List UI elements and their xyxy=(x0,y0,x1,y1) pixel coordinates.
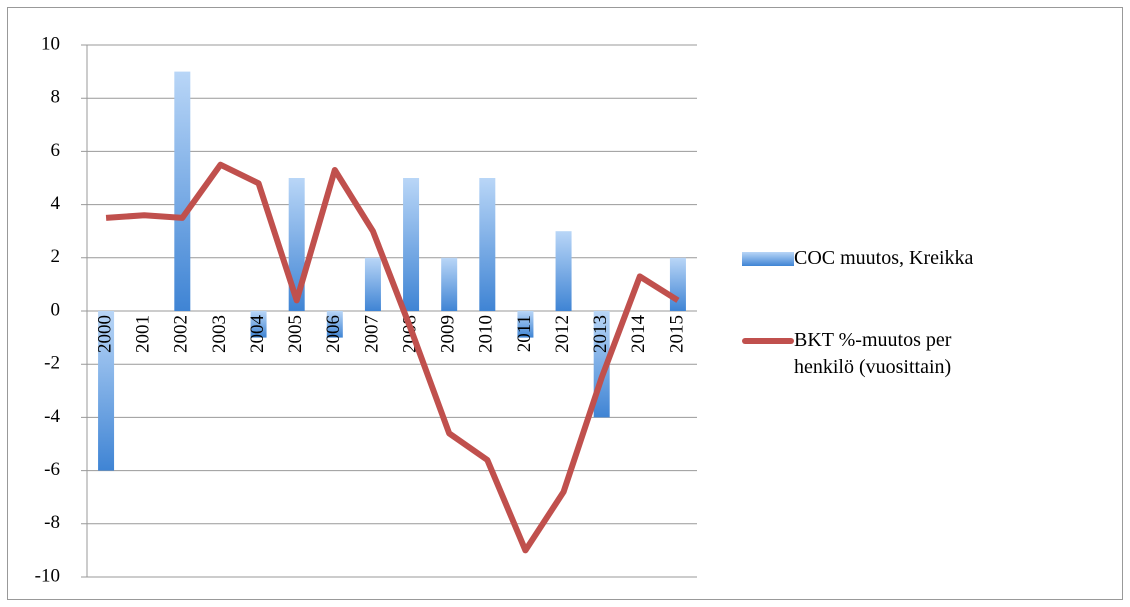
y-tick-label: -8 xyxy=(44,512,60,533)
bar xyxy=(98,311,115,471)
y-tick-label: 0 xyxy=(51,299,61,320)
y-tick-label: 8 xyxy=(51,87,61,108)
x-tick-label: 2015 xyxy=(666,315,687,353)
legend-label: BKT %-muutos per henkilö (vuosittain) xyxy=(794,329,952,378)
y-tick-label: 10 xyxy=(41,33,60,54)
bar xyxy=(326,311,343,338)
line xyxy=(105,161,680,554)
x-tick-label: 2011 xyxy=(514,315,535,352)
y-tick-label: -4 xyxy=(44,406,60,427)
legend-item: COC muutos, Kreikka xyxy=(742,245,1014,272)
legend-swatch xyxy=(742,338,794,344)
bar xyxy=(555,231,572,311)
bar xyxy=(174,71,191,311)
legend-item: BKT %-muutos per henkilö (vuosittain) xyxy=(742,327,1014,381)
bar xyxy=(669,257,686,311)
y-tick-label: 6 xyxy=(51,140,61,161)
y-tick-label: -6 xyxy=(44,459,60,480)
legend-swatch xyxy=(742,252,794,266)
x-tick-label: 2006 xyxy=(323,315,344,353)
x-tick-label: 2013 xyxy=(590,315,611,353)
x-tick-label: 2012 xyxy=(552,315,573,353)
x-tick-label: 2014 xyxy=(628,315,649,354)
legend-label: COC muutos, Kreikka xyxy=(794,247,974,269)
x-tick-label: 2004 xyxy=(247,315,268,354)
x-tick-label: 2000 xyxy=(94,315,115,353)
x-tick-label: 2001 xyxy=(133,315,154,353)
x-tick-label: 2002 xyxy=(171,315,192,353)
x-tick-label: 2010 xyxy=(476,315,497,353)
bar xyxy=(250,311,267,338)
bar xyxy=(364,257,381,311)
x-tick-label: 2003 xyxy=(209,315,230,353)
x-tick-label: 2009 xyxy=(438,315,459,353)
y-tick-label: -10 xyxy=(35,565,60,586)
bar xyxy=(441,257,458,311)
x-tick-label: 2005 xyxy=(285,315,306,353)
y-tick-label: -2 xyxy=(44,353,60,374)
bar xyxy=(479,178,496,311)
x-tick-label: 2007 xyxy=(361,315,382,353)
y-tick-label: 2 xyxy=(51,246,61,267)
bar xyxy=(403,178,420,311)
y-tick-label: 4 xyxy=(51,193,61,214)
chart-border xyxy=(7,7,1123,600)
bar xyxy=(517,311,534,338)
